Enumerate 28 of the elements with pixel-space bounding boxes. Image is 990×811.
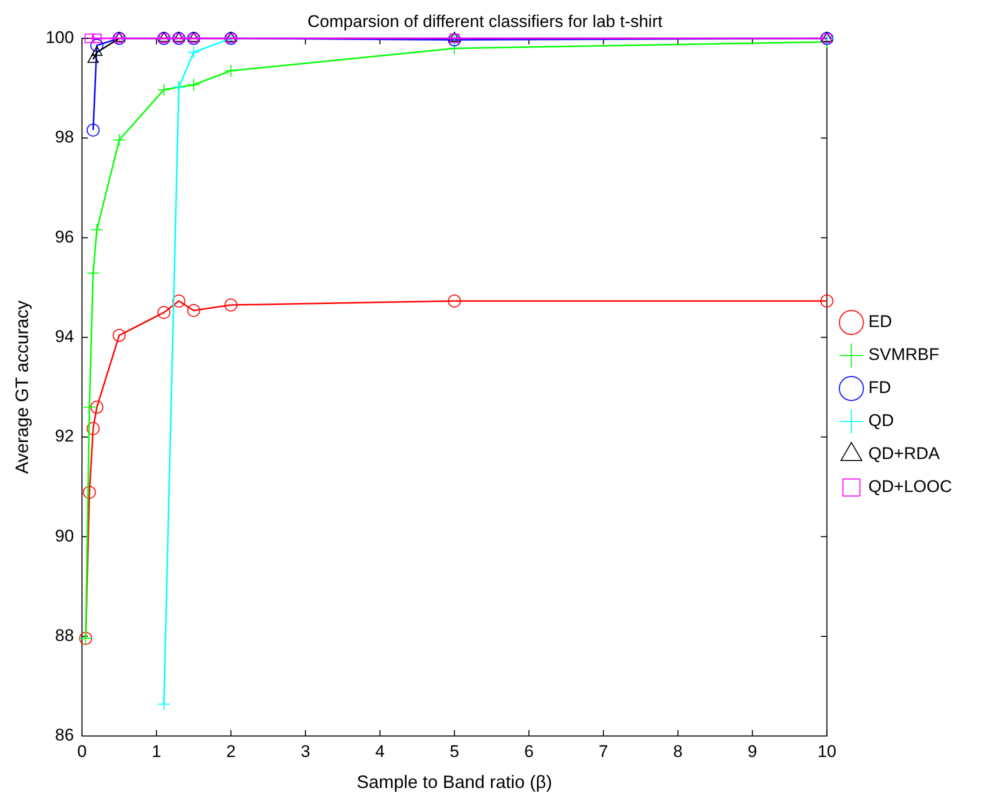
legend-label: FD (868, 378, 892, 398)
x-tick-label: 9 (748, 742, 758, 761)
x-tick-label: 2 (226, 742, 236, 761)
y-tick-label: 96 (55, 227, 74, 246)
x-tick-label: 3 (300, 742, 310, 761)
y-tick-label: 90 (55, 526, 74, 546)
y-tick-label: 94 (55, 327, 74, 346)
legend-label: SVMRBF (868, 345, 940, 364)
legend-label: QD (868, 411, 894, 430)
y-tick-label: 88 (55, 626, 74, 646)
chart-title: Comparsion of different classifiers for lab t-shirt (308, 12, 663, 31)
legend-label: QD+RDA (868, 444, 940, 464)
y-axis-title: Average GT accuracy (12, 300, 32, 474)
y-tick-label: 100 (46, 28, 74, 48)
x-tick-label: 5 (450, 742, 460, 761)
x-tick-label: 8 (673, 742, 683, 761)
y-tick-label: 92 (55, 426, 74, 446)
y-tick-label: 86 (55, 726, 74, 745)
x-tick-label: 6 (524, 742, 534, 761)
x-axis-title: Sample to Band ratio (β) (356, 772, 552, 792)
x-tick-label: 10 (817, 742, 836, 761)
y-tick-label: 98 (55, 128, 74, 147)
x-tick-label: 1 (152, 742, 162, 761)
x-tick-label: 7 (598, 742, 608, 761)
x-tick-label: 0 (77, 742, 87, 761)
legend-label: QD+LOOC (868, 477, 952, 496)
x-tick-label: 4 (375, 742, 385, 761)
legend-label: ED (868, 312, 892, 332)
